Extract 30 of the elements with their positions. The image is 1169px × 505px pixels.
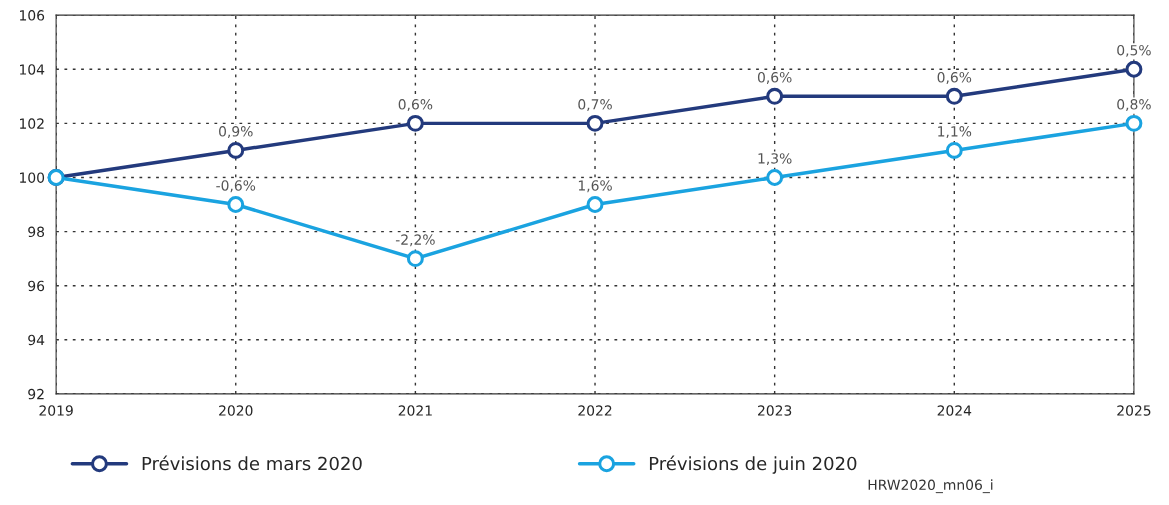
y-tick-label: 94: [28, 334, 45, 346]
annotation: 0,6%: [937, 72, 972, 84]
annotation: 0,6%: [757, 72, 792, 84]
annotation: -0,6%: [216, 180, 256, 193]
y-tick-label: 104: [20, 64, 45, 75]
y-tick-label: 106: [20, 10, 45, 21]
annotation: 1,3%: [758, 153, 792, 166]
annotation: 0,8%: [1117, 99, 1151, 111]
annotation: 1,1%: [938, 126, 972, 139]
annotation: 0,6%: [398, 99, 433, 111]
x-tick-label: 2024: [937, 405, 972, 416]
x-tick-label: 2022: [578, 405, 612, 416]
x-tick-label: 2023: [758, 405, 792, 416]
y-tick-label: 92: [28, 388, 44, 400]
y-tick-label: 98: [28, 226, 45, 238]
legend-label: Prévisions de mars 2020: [142, 455, 362, 471]
annotation: 0,7%: [578, 99, 612, 111]
annotation: 0,5%: [1117, 44, 1151, 57]
y-tick-label: 102: [20, 118, 44, 129]
annotation: 0,9%: [219, 126, 253, 139]
legend-label: Prévisions de juin 2020: [649, 455, 857, 474]
y-tick-label: 96: [28, 280, 45, 292]
x-tick-label: 2025: [1117, 405, 1151, 416]
x-tick-label: 2019: [39, 405, 73, 416]
x-tick-label: 2021: [398, 405, 432, 416]
y-tick-label: 100: [20, 172, 45, 183]
annotation: -2,2%: [395, 234, 435, 247]
text: HRW2020_mn06_i: [868, 479, 993, 494]
annotation: 1,6%: [578, 180, 612, 193]
x-tick-label: 2020: [219, 405, 253, 416]
